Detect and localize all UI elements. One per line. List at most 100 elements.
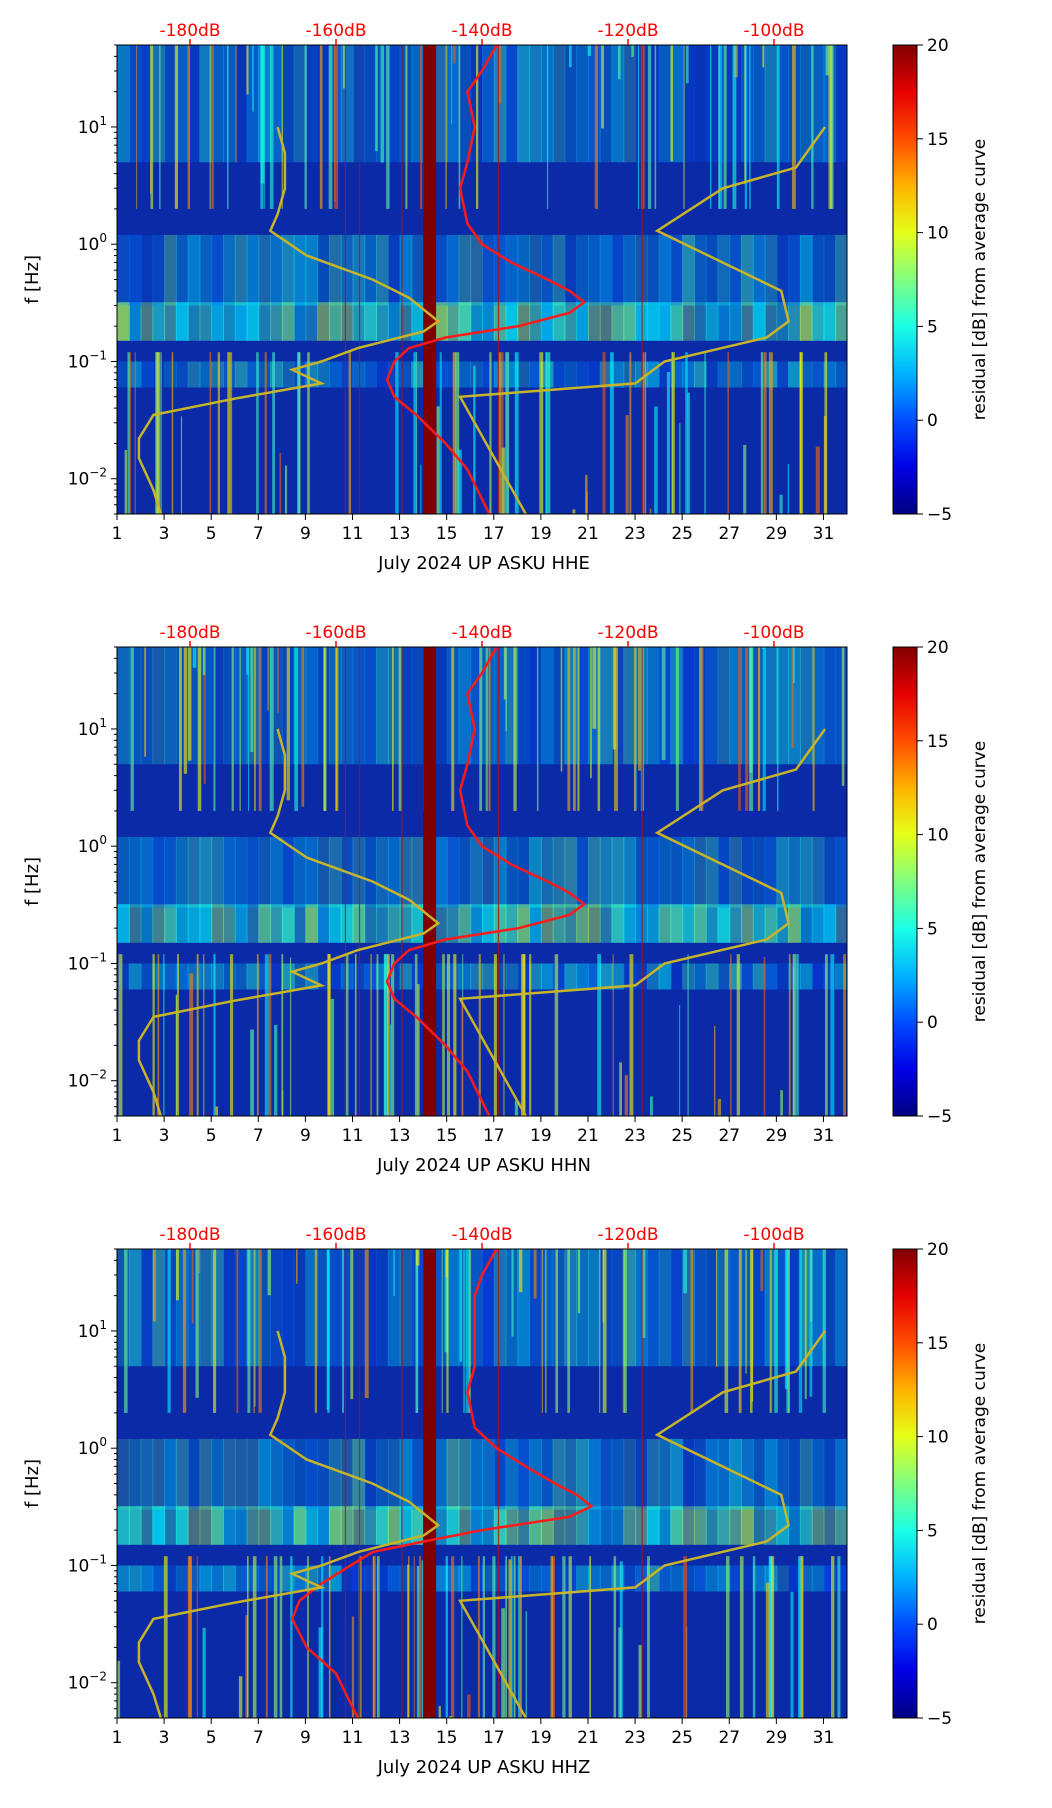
spectrogram-image bbox=[117, 1249, 847, 1718]
y-tick-label: 10−1 bbox=[68, 348, 107, 372]
top-db-tick-label: -140dB bbox=[451, 623, 512, 643]
x-tick-label: 17 bbox=[483, 1728, 505, 1748]
noise-model-curve bbox=[137, 728, 441, 1116]
x-tick-label: 9 bbox=[300, 524, 311, 544]
y-tick-label: 10−2 bbox=[68, 1670, 107, 1694]
x-tick-label: 15 bbox=[436, 1728, 458, 1748]
x-tick-label: 27 bbox=[718, 524, 740, 544]
top-db-tick-label: -160dB bbox=[305, 21, 366, 41]
x-tick-label: 13 bbox=[389, 524, 411, 544]
colorbar-tick-label: −5 bbox=[927, 1709, 952, 1729]
colorbar-tick-label: −5 bbox=[927, 505, 952, 525]
x-tick-label: 11 bbox=[342, 524, 364, 544]
spectrogram-panel-1: 1 3 5 7 9 11 13 15 17 19 21 23 25 27 29 31 July 2024 UP … bbox=[0, 0, 1052, 600]
x-tick-label: 29 bbox=[766, 1728, 788, 1748]
colorbar-label: residual [dB] from average curve bbox=[970, 139, 990, 420]
top-db-tick-label: -120dB bbox=[597, 21, 658, 41]
x-tick-label: 23 bbox=[624, 524, 646, 544]
top-db-tick-label: -120dB bbox=[597, 1225, 658, 1245]
y-tick-label: 100 bbox=[78, 1435, 107, 1459]
x-tick-label: 29 bbox=[766, 524, 788, 544]
y-tick-label: 101 bbox=[78, 716, 107, 740]
x-axis-label: July 2024 UP ASKU HHE bbox=[377, 553, 590, 574]
y-tick-label: 101 bbox=[78, 114, 107, 138]
x-tick-label: 23 bbox=[624, 1126, 646, 1146]
noise-model-curve bbox=[137, 1330, 441, 1718]
colorbar bbox=[892, 44, 918, 515]
colorbar-tick-label: 20 bbox=[927, 1240, 949, 1260]
top-db-tick-label: -100dB bbox=[743, 623, 804, 643]
colorbar-label: residual [dB] from average curve bbox=[970, 741, 990, 1022]
x-tick-label: 19 bbox=[530, 1126, 552, 1146]
x-tick-label: 1 bbox=[112, 524, 123, 544]
spectrogram-image bbox=[117, 45, 847, 514]
colorbar-tick-label: 0 bbox=[927, 1013, 938, 1033]
y-axis-label: f [Hz] bbox=[22, 255, 43, 304]
x-tick-label: 13 bbox=[389, 1728, 411, 1748]
x-tick-label: 9 bbox=[300, 1728, 311, 1748]
y-tick-label: 101 bbox=[78, 1318, 107, 1342]
x-tick-label: 27 bbox=[718, 1728, 740, 1748]
y-tick-label: 100 bbox=[78, 833, 107, 857]
colorbar-tick-label: 5 bbox=[927, 1521, 938, 1541]
x-tick-label: 9 bbox=[300, 1126, 311, 1146]
x-tick-label: 25 bbox=[671, 1728, 693, 1748]
colorbar-tick-label: 20 bbox=[927, 36, 949, 56]
noise-model-curve bbox=[458, 126, 827, 514]
x-tick-label: 11 bbox=[342, 1126, 364, 1146]
average-psd-curve bbox=[290, 1249, 594, 1718]
x-tick-label: 31 bbox=[813, 1126, 835, 1146]
x-tick-label: 19 bbox=[530, 1728, 552, 1748]
colorbar-label: residual [dB] from average curve bbox=[970, 1343, 990, 1624]
top-db-tick-label: -160dB bbox=[305, 1225, 366, 1245]
top-db-tick-label: -180dB bbox=[159, 1225, 220, 1245]
x-tick-label: 27 bbox=[718, 1126, 740, 1146]
x-tick-label: 15 bbox=[436, 524, 458, 544]
colorbar-tick-label: 5 bbox=[927, 919, 938, 939]
x-tick-label: 15 bbox=[436, 1126, 458, 1146]
y-axis-label: f [Hz] bbox=[22, 857, 43, 906]
y-tick-label: 100 bbox=[78, 231, 107, 255]
colorbar-tick-label: 15 bbox=[927, 732, 949, 752]
top-db-tick-label: -100dB bbox=[743, 1225, 804, 1245]
x-tick-label: 25 bbox=[671, 524, 693, 544]
x-tick-label: 25 bbox=[671, 1126, 693, 1146]
x-tick-label: 17 bbox=[483, 1126, 505, 1146]
colorbar bbox=[892, 1248, 918, 1719]
x-tick-label: 5 bbox=[206, 1728, 217, 1748]
colorbar-tick-label: 0 bbox=[927, 1615, 938, 1635]
top-db-tick-label: -180dB bbox=[159, 623, 220, 643]
x-tick-label: 13 bbox=[389, 1126, 411, 1146]
colorbar-tick-label: 0 bbox=[927, 411, 938, 431]
top-db-tick-label: -120dB bbox=[597, 623, 658, 643]
x-axis-label: July 2024 UP ASKU HHZ bbox=[377, 1757, 591, 1778]
x-tick-label: 7 bbox=[253, 524, 264, 544]
x-tick-label: 31 bbox=[813, 1728, 835, 1748]
x-tick-label: 21 bbox=[577, 1728, 599, 1748]
top-db-tick-label: -160dB bbox=[305, 623, 366, 643]
colorbar-tick-label: 15 bbox=[927, 130, 949, 150]
colorbar-tick-label: 15 bbox=[927, 1334, 949, 1354]
colorbar-tick-label: 10 bbox=[927, 224, 949, 244]
spectrogram-image bbox=[117, 647, 847, 1116]
x-tick-label: 23 bbox=[624, 1728, 646, 1748]
x-tick-label: 29 bbox=[766, 1126, 788, 1146]
y-tick-label: 10−1 bbox=[68, 1552, 107, 1576]
x-axis-label: July 2024 UP ASKU HHN bbox=[376, 1155, 591, 1176]
x-tick-label: 1 bbox=[112, 1126, 123, 1146]
noise-model-curve bbox=[458, 728, 827, 1116]
x-tick-label: 7 bbox=[253, 1728, 264, 1748]
x-tick-label: 21 bbox=[577, 524, 599, 544]
y-tick-label: 10−1 bbox=[68, 950, 107, 974]
colorbar-tick-label: 20 bbox=[927, 638, 949, 658]
spectrogram-panel-3: 1 3 5 7 9 11 13 15 17 19 21 23 25 27 29 31 July 2024 UP … bbox=[0, 1204, 1052, 1804]
x-tick-label: 3 bbox=[159, 1126, 170, 1146]
y-axis-label: f [Hz] bbox=[22, 1459, 43, 1508]
x-tick-label: 21 bbox=[577, 1126, 599, 1146]
colorbar-tick-label: 10 bbox=[927, 1428, 949, 1448]
colorbar-tick-label: −5 bbox=[927, 1107, 952, 1127]
x-tick-label: 3 bbox=[159, 524, 170, 544]
